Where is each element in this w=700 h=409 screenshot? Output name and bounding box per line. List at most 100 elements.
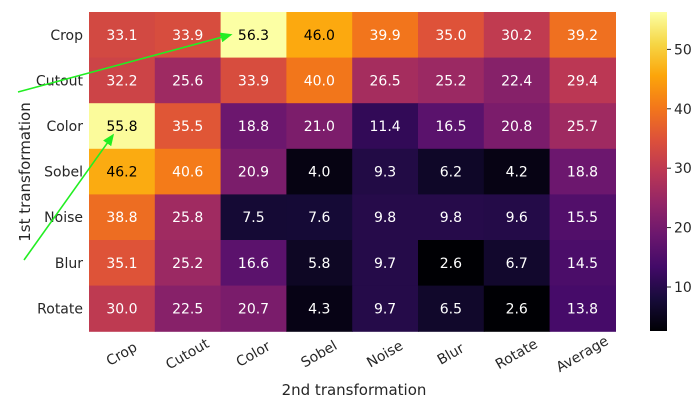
cell-value-label: 20.9 <box>238 165 269 181</box>
heatmap-cell <box>286 57 353 104</box>
heatmap-cell <box>549 103 616 150</box>
cell-value-label: 9.8 <box>374 210 396 226</box>
cell-value-label: 35.1 <box>106 256 137 272</box>
heatmap-cell <box>89 240 156 287</box>
cell-value-label: 40.0 <box>304 73 335 89</box>
cell-value-label: 4.3 <box>308 301 330 317</box>
heatmap-cell <box>154 194 222 241</box>
x-tick-label: Cutout <box>163 336 212 374</box>
heatmap-cell <box>352 57 419 104</box>
cell-value-label: 18.8 <box>567 165 598 181</box>
cell-value-label: 9.3 <box>374 165 396 181</box>
cell-value-label: 25.2 <box>172 256 203 272</box>
x-tick-label: Rotate <box>493 336 541 373</box>
annotation-arrow <box>17 32 233 93</box>
annotation-arrows <box>17 32 233 261</box>
colorbar-tick-label: 30 <box>674 161 692 177</box>
cell-value-label: 9.7 <box>374 256 396 272</box>
cell-value-label: 21.0 <box>304 119 335 135</box>
heatmap-cell <box>220 194 287 241</box>
y-tick-label: Crop <box>50 28 83 44</box>
x-tick-label: Crop <box>104 339 140 369</box>
heatmap-cell <box>549 12 616 59</box>
cell-value-label: 22.4 <box>501 73 532 89</box>
heatmap-cell <box>483 12 551 59</box>
x-tick-label: Blur <box>435 340 468 368</box>
colorbar-tick-label: 10 <box>674 280 692 296</box>
heatmap-cell <box>549 148 616 195</box>
cell-value-label: 30.2 <box>501 28 532 44</box>
heatmap-cell <box>483 240 551 287</box>
heatmap-cell <box>549 240 616 287</box>
heatmap-cell <box>418 285 485 332</box>
cell-value-label: 29.4 <box>567 73 598 89</box>
x-tick-label: Average <box>554 333 612 376</box>
y-tick-label: Blur <box>55 256 83 272</box>
heatmap-cell <box>154 148 222 195</box>
cell-value-label: 35.0 <box>435 28 466 44</box>
x-tick-label: Sobel <box>298 338 340 371</box>
colorbar-tick-label: 50 <box>674 42 692 58</box>
heatmap-cell <box>483 148 551 195</box>
heatmap-cell <box>89 57 156 104</box>
cell-value-label: 22.5 <box>172 301 203 317</box>
heatmap-cell <box>89 285 156 332</box>
heatmap-cell <box>418 194 485 241</box>
cell-value-label: 25.2 <box>435 73 466 89</box>
cell-value-label: 6.2 <box>440 165 462 181</box>
heatmap-cell <box>352 12 419 59</box>
heatmap-cell <box>154 12 222 59</box>
heatmap-cell <box>352 194 419 241</box>
cell-value-label: 9.7 <box>374 301 396 317</box>
cell-value-label: 4.2 <box>506 165 528 181</box>
heatmap-cell <box>286 240 353 287</box>
heatmap-cell <box>286 148 353 195</box>
heatmap-cell <box>483 194 551 241</box>
cell-value-label: 26.5 <box>370 73 401 89</box>
heatmap-cell <box>154 103 222 150</box>
cell-value-label: 55.8 <box>106 119 137 135</box>
cell-value-label: 16.6 <box>238 256 269 272</box>
x-tick-labels: Crop Cutout Color Sobel Noise Blur Rotate Avera… <box>104 333 612 376</box>
cell-value-label: 2.6 <box>440 256 462 272</box>
cell-value-label: 15.5 <box>567 210 598 226</box>
heatmap-cell <box>220 240 287 287</box>
cell-value-label: 46.2 <box>106 165 137 181</box>
heatmap-cell <box>89 12 156 59</box>
heatmap-cell <box>483 57 551 104</box>
cell-value-label: 20.8 <box>501 119 532 135</box>
cell-value-label: 32.2 <box>106 73 137 89</box>
cell-value-label: 40.6 <box>172 165 203 181</box>
x-tick-label: Noise <box>364 338 406 371</box>
cell-value-label: 4.0 <box>308 165 330 181</box>
cell-value-label: 25.6 <box>172 73 203 89</box>
cell-value-label: 2.6 <box>506 301 528 317</box>
heatmap-cell <box>418 103 485 150</box>
heatmap-cell <box>418 240 485 287</box>
heatmap-cell <box>286 103 353 150</box>
cell-value-label: 7.6 <box>308 210 330 226</box>
colorbar-tick-label: 40 <box>674 102 692 118</box>
y-tick-label: Noise <box>44 210 83 226</box>
heatmap-cell <box>418 57 485 104</box>
y-tick-label: Sobel <box>44 165 83 181</box>
heatmap-cell <box>220 148 287 195</box>
cell-value-label: 39.9 <box>370 28 401 44</box>
cell-value-label: 7.5 <box>242 210 264 226</box>
heatmap-cell <box>549 57 616 104</box>
cell-value-label: 30.0 <box>106 301 137 317</box>
heatmap-cell <box>286 285 353 332</box>
cell-value-label: 33.9 <box>172 28 203 44</box>
heatmap-cell <box>286 12 353 59</box>
cell-value-label: 25.8 <box>172 210 203 226</box>
heatmap-cell <box>89 148 156 195</box>
heatmap-cell-labels: 33.1 33.9 56.3 46.0 39.9 35.0 30.2 39.2 32.2 25.6… <box>106 28 598 318</box>
heatmap-cell <box>220 285 287 332</box>
heatmap-cell <box>89 194 156 241</box>
cell-value-label: 39.2 <box>567 28 598 44</box>
cell-value-label: 33.9 <box>238 73 269 89</box>
heatmap-cell <box>286 194 353 241</box>
heatmap-cell <box>352 103 419 150</box>
heatmap-cell <box>549 194 616 241</box>
